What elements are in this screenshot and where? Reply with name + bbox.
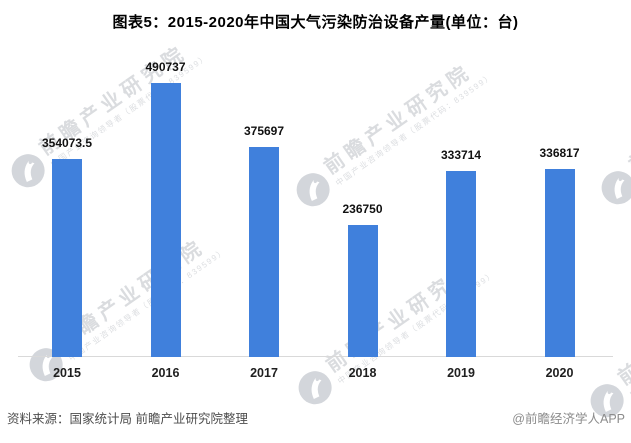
x-tick-label: 2019 — [447, 366, 475, 380]
source-note: 资料来源：国家统计局 前瞻产业研究院整理 — [7, 412, 248, 426]
x-tick-label: 2017 — [250, 366, 278, 380]
bar-2016 — [150, 83, 181, 357]
x-tick-label: 2016 — [151, 366, 180, 380]
bar-value-label: 333714 — [440, 148, 482, 162]
x-tick-label: 2018 — [348, 366, 377, 380]
bar-2018 — [347, 225, 378, 357]
footer: 资料来源：国家统计局 前瞻产业研究院整理 @前瞻经济学人APP — [0, 409, 631, 429]
bar-value-label: 490737 — [145, 60, 186, 74]
bar-value-label: 354073.5 — [41, 136, 93, 150]
bar-2019 — [446, 171, 476, 357]
bar-value-label: 336817 — [539, 146, 580, 160]
bar-2017 — [249, 147, 279, 357]
bar-2015 — [52, 159, 82, 357]
x-axis-line — [18, 356, 613, 357]
app-credit: @前瞻经济学人APP — [512, 412, 625, 426]
bar-value-label: 236750 — [342, 202, 383, 216]
bar-2020 — [544, 169, 575, 357]
bar-value-label: 375697 — [243, 124, 285, 138]
chart-title: 图表5：2015-2020年中国大气污染防治设备产量(单位：台) — [112, 14, 519, 31]
x-tick-label: 2020 — [545, 366, 574, 380]
